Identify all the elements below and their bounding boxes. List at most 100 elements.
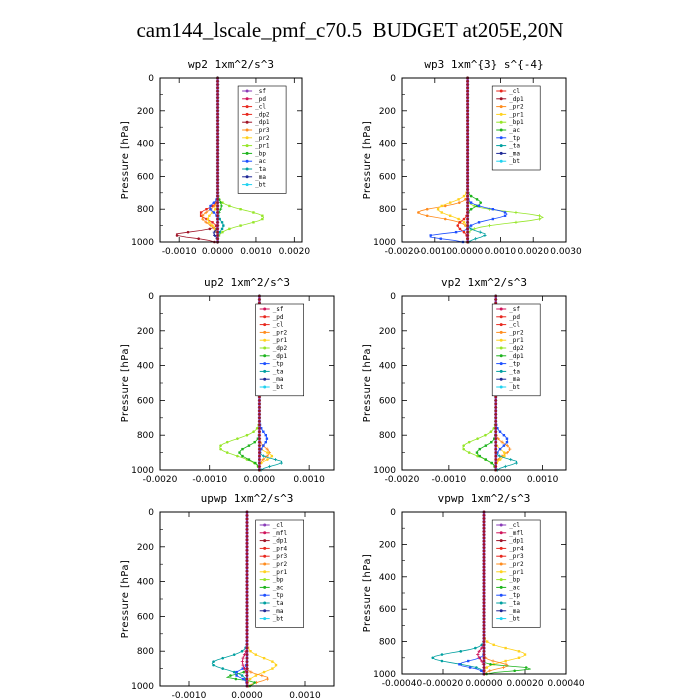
legend-entry: _pr2 xyxy=(273,329,288,336)
legend-marker xyxy=(499,112,503,116)
zero-profile-point xyxy=(245,667,249,670)
zero-profile-point xyxy=(216,145,219,149)
series-point xyxy=(449,201,452,204)
series-point xyxy=(241,667,244,670)
series-tp xyxy=(458,510,486,676)
plot-frame xyxy=(401,77,567,243)
legend-entry: _cl xyxy=(273,322,284,329)
plot-frame xyxy=(401,295,567,471)
zero-profile-point xyxy=(216,129,219,132)
series-point xyxy=(222,224,225,227)
series-point xyxy=(503,211,507,214)
series-point xyxy=(477,204,481,208)
series-point xyxy=(469,201,473,204)
zero-profile-point xyxy=(216,204,219,208)
y-axis-label: Pressure [hPa] xyxy=(120,560,131,639)
series-point xyxy=(500,440,504,444)
zero-profile-point xyxy=(494,413,498,416)
series-point xyxy=(209,204,212,208)
legend-entry: _dp2 xyxy=(509,345,524,352)
legend-entry: _bt xyxy=(255,182,266,189)
x-tick-label: -0.00040 xyxy=(382,679,423,689)
legend-marker xyxy=(245,105,249,109)
zero-profile-point xyxy=(482,637,486,640)
series-point xyxy=(503,454,506,458)
series-point xyxy=(213,207,217,211)
series-point xyxy=(264,440,267,444)
y-tick-label: 400 xyxy=(379,140,396,150)
zero-profile-point xyxy=(494,419,498,423)
series-line xyxy=(175,78,218,243)
legend-marker xyxy=(499,578,503,582)
series-point xyxy=(458,227,462,231)
legend-marker xyxy=(499,585,503,589)
series-line xyxy=(467,78,486,243)
legend-entry: _cl xyxy=(255,104,266,111)
series-line xyxy=(225,512,256,687)
legend-entry: _dp1 xyxy=(255,119,270,126)
zero-profile-point xyxy=(494,440,498,444)
series-point xyxy=(248,677,252,681)
zero-profile-point xyxy=(245,629,249,632)
series-point xyxy=(212,230,216,234)
series-point xyxy=(249,650,252,653)
series-point xyxy=(274,663,278,667)
zero-profile-point xyxy=(494,437,498,440)
series-point xyxy=(240,649,244,653)
series-point xyxy=(504,662,508,666)
legend-marker xyxy=(263,354,267,358)
chart-title: upwp 1xm^2/s^3 xyxy=(201,492,294,505)
series-point xyxy=(235,674,238,677)
zero-profile-point xyxy=(482,633,486,637)
zero-profile-point xyxy=(466,194,469,198)
legend-entry: _sf xyxy=(509,306,520,313)
series-point xyxy=(219,447,222,451)
legend-entry: _ma xyxy=(255,174,266,181)
legend-marker xyxy=(499,523,503,527)
legend-box xyxy=(237,85,287,194)
series-point xyxy=(247,458,251,461)
series-point xyxy=(232,653,236,656)
legend-marker xyxy=(499,362,503,366)
series-bp xyxy=(211,510,249,688)
zero-profile-point xyxy=(216,106,219,109)
series-point xyxy=(271,660,274,663)
zero-profile-point xyxy=(482,572,486,575)
legend-marker xyxy=(499,144,503,148)
legend-entry: _pd xyxy=(273,314,284,321)
chart-upwp: upwp 1xm^2/s^3 Pressure [hPa] 0 200 400 600 80… xyxy=(120,492,335,700)
legend-marker xyxy=(499,151,503,155)
zero-profile-point xyxy=(494,426,498,430)
zero-profile-point xyxy=(482,517,486,520)
series-point xyxy=(205,217,208,221)
series-point xyxy=(229,674,232,677)
x-tick-label: 0.0000 xyxy=(244,475,276,485)
zero-profile-point xyxy=(466,161,469,165)
legend-marker xyxy=(499,105,503,109)
x-tick-label: -0.0020 xyxy=(385,475,420,485)
zero-profile-point xyxy=(216,148,219,152)
y-axis-label: Pressure [hPa] xyxy=(362,344,373,423)
legend-marker xyxy=(263,539,267,543)
legend-entry: _pr2 xyxy=(255,135,270,142)
chart-title: vpwp 1xm^2/s^3 xyxy=(438,492,531,505)
legend-entry: _pr1 xyxy=(273,337,288,344)
series-point xyxy=(238,451,241,454)
legend-entry: _bp1 xyxy=(509,119,524,126)
series-point xyxy=(462,221,466,224)
zero-profile-point xyxy=(466,221,469,224)
zero-profile-point xyxy=(466,102,469,106)
legend-marker xyxy=(499,120,503,124)
y-tick-label: 0 xyxy=(148,74,154,84)
legend-entry: _tp xyxy=(509,361,520,368)
series-point xyxy=(478,447,481,451)
series-point xyxy=(264,434,267,437)
zero-profile-point xyxy=(258,409,261,413)
zero-profile-point xyxy=(482,559,486,562)
zero-profile-point xyxy=(466,89,469,93)
series-point xyxy=(268,464,272,469)
series-point xyxy=(484,458,488,461)
series-point xyxy=(218,207,223,211)
zero-profile-point xyxy=(216,161,219,165)
zero-profile-point xyxy=(245,653,249,656)
